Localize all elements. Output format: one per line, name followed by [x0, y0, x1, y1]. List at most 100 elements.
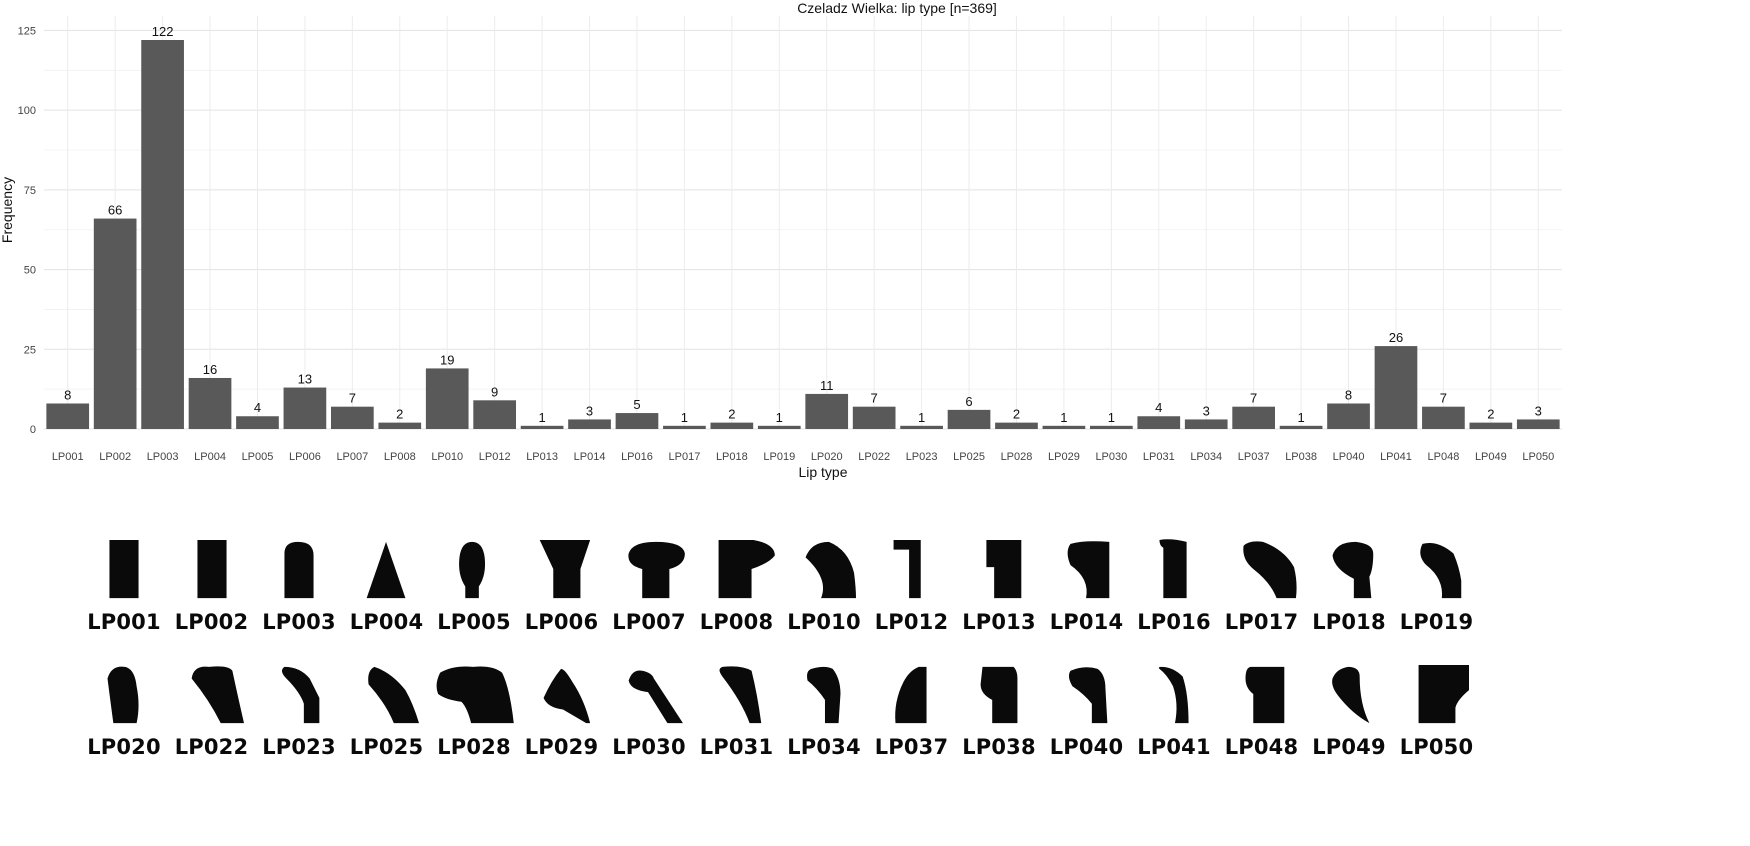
lip-profile-item: LP003	[244, 538, 354, 634]
lip-profile-item: LP005	[419, 538, 529, 634]
lip-profile-shape-icon	[1068, 667, 1107, 724]
x-tick-label: LP010	[431, 451, 463, 463]
lip-profile-path	[719, 666, 761, 724]
lip-profile-path	[1332, 541, 1374, 599]
x-tick-label: LP041	[1380, 451, 1412, 463]
lip-profile-shape-icon	[367, 666, 419, 724]
data-label: 3	[1203, 403, 1210, 418]
data-label: 8	[1345, 387, 1352, 402]
bar	[473, 400, 517, 429]
x-tick-label: LP031	[1143, 451, 1175, 463]
lip-profile-path	[436, 666, 514, 724]
bar	[568, 419, 611, 429]
lip-profile-label: LP025	[349, 735, 424, 759]
x-tick-label: LP004	[194, 451, 226, 463]
data-label: 7	[1440, 391, 1447, 406]
lip-profile-shape-icon	[436, 666, 514, 724]
lip-profile-item: LP048	[1207, 663, 1317, 759]
bar	[995, 422, 1038, 429]
y-axis-label: Frequency	[0, 177, 15, 243]
lip-profile-label: LP020	[87, 735, 161, 759]
lip-profile-item: LP050	[1382, 663, 1492, 759]
lip-profile-shape-icon	[1245, 666, 1284, 724]
lip-profile-shape-icon	[191, 666, 244, 724]
lip-profile-item: LP001	[69, 538, 179, 634]
lip-profile-path	[1159, 539, 1187, 599]
lip-profile-path	[1418, 664, 1469, 724]
x-tick-label: LP038	[1285, 451, 1317, 463]
lip-profile-shape-icon	[1159, 539, 1187, 599]
lip-profile-label: LP048	[1224, 735, 1299, 759]
lip-profile-shape-icon	[628, 541, 685, 599]
lip-profile-shape-icon	[284, 541, 314, 599]
data-label: 19	[440, 352, 454, 367]
lip-profile-path	[366, 541, 405, 599]
lip-profile-path	[543, 668, 590, 724]
bar	[1422, 406, 1465, 429]
x-axis-ticks: LP001 LP002 LP003 LP004 LP005 LP006 LP007 LP008…	[52, 451, 1554, 463]
data-label: 3	[586, 403, 593, 418]
lip-profile-label: LP028	[437, 735, 511, 759]
data-label: 8	[64, 387, 71, 402]
lip-profile-path	[986, 539, 1022, 599]
lip-profile-path	[1067, 541, 1109, 599]
lip-profile-shape-icon	[986, 539, 1022, 599]
lip-profile-item: LP016	[1119, 538, 1229, 634]
data-label: 2	[1487, 407, 1494, 422]
lip-profile-label: LP018	[1312, 610, 1386, 634]
lip-profile-label: LP049	[1312, 735, 1386, 759]
y-tick-label: 100	[18, 105, 36, 117]
x-tick-label: LP049	[1475, 451, 1507, 463]
lip-profile-label: LP031	[699, 735, 774, 759]
bar	[805, 393, 849, 429]
lip-profile-label: LP017	[1224, 610, 1299, 634]
x-tick-label: LP034	[1190, 451, 1222, 463]
lip-profile-shape-icon	[718, 539, 775, 599]
data-label: 1	[776, 410, 783, 425]
lip-profile-shape-icon	[628, 670, 683, 724]
x-tick-label: LP003	[147, 451, 179, 463]
lip-profile-shape-icon	[894, 666, 927, 724]
lip-profile-shape-icon	[539, 539, 590, 599]
lip-profile-path	[107, 666, 139, 724]
data-label: 4	[1155, 400, 1162, 415]
lip-profile-path	[367, 666, 419, 724]
lip-profile-label: LP050	[1399, 735, 1474, 759]
lip-profile-path	[893, 539, 921, 599]
lip-profile-path	[539, 539, 590, 599]
lip-profile-item: LP020	[69, 663, 179, 759]
data-label: 9	[491, 384, 498, 399]
data-label: 1	[538, 410, 545, 425]
lip-profile-path	[1245, 666, 1284, 724]
lip-profile-path	[980, 666, 1018, 724]
lip-profile-shape-icon	[1332, 541, 1374, 599]
data-label: 2	[1013, 407, 1020, 422]
data-label: 11	[820, 378, 834, 393]
lip-profile-label: LP040	[1049, 735, 1124, 759]
bar	[1089, 425, 1133, 429]
lip-profile-path	[628, 541, 685, 599]
data-label: 7	[871, 391, 878, 406]
y-tick-label: 50	[24, 265, 36, 277]
lip-profile-item: LP007	[594, 538, 704, 634]
x-tick-label: LP007	[336, 451, 368, 463]
x-tick-label: LP040	[1333, 451, 1365, 463]
bar	[900, 425, 943, 429]
x-tick-label: LP013	[526, 451, 558, 463]
lip-profile-path	[109, 539, 139, 599]
lip-profile-path	[1419, 542, 1461, 599]
lip-profile-label: LP002	[174, 610, 249, 634]
bar	[1042, 425, 1086, 429]
lip-profile-label: LP007	[612, 610, 686, 634]
bar	[141, 40, 184, 429]
lip-profile-item: LP022	[157, 663, 267, 759]
lip-profile-label: LP022	[174, 735, 249, 759]
x-tick-label: LP037	[1238, 451, 1270, 463]
lip-profile-path	[1158, 666, 1189, 724]
bar	[188, 377, 232, 429]
y-tick-label: 75	[24, 185, 36, 197]
lip-profile-shape-icon	[1419, 542, 1461, 599]
lip-profile-label: LP005	[437, 610, 511, 634]
lip-profile-path	[1068, 667, 1107, 724]
bar	[947, 409, 991, 429]
